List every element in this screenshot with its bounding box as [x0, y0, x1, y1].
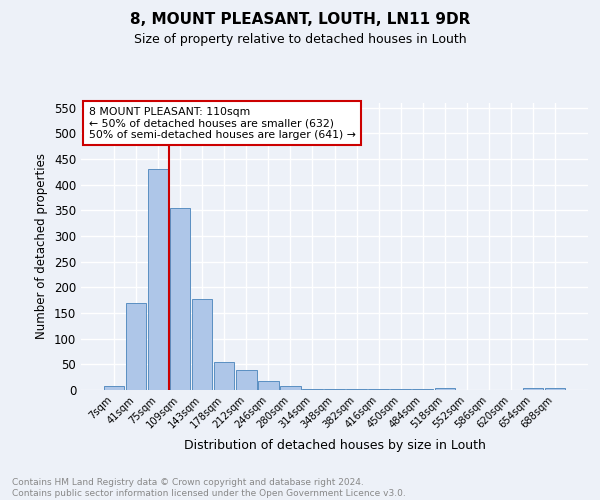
Bar [434, 388, 455, 390]
Bar [148, 169, 169, 390]
Text: Size of property relative to detached houses in Louth: Size of property relative to detached ho… [134, 32, 466, 46]
Bar [214, 362, 235, 390]
Bar [280, 386, 301, 390]
Bar [126, 302, 146, 390]
Text: 8 MOUNT PLEASANT: 110sqm
← 50% of detached houses are smaller (632)
50% of semi-: 8 MOUNT PLEASANT: 110sqm ← 50% of detach… [89, 107, 355, 140]
Bar [170, 208, 190, 390]
Text: Contains HM Land Registry data © Crown copyright and database right 2024.
Contai: Contains HM Land Registry data © Crown c… [12, 478, 406, 498]
Bar [192, 298, 212, 390]
Y-axis label: Number of detached properties: Number of detached properties [35, 153, 49, 340]
X-axis label: Distribution of detached houses by size in Louth: Distribution of detached houses by size … [184, 439, 485, 452]
Bar [236, 370, 257, 390]
Bar [346, 389, 367, 390]
Bar [523, 388, 543, 390]
Text: 8, MOUNT PLEASANT, LOUTH, LN11 9DR: 8, MOUNT PLEASANT, LOUTH, LN11 9DR [130, 12, 470, 28]
Bar [302, 389, 323, 390]
Bar [104, 386, 124, 390]
Bar [545, 388, 565, 390]
Bar [258, 381, 278, 390]
Bar [325, 389, 344, 390]
